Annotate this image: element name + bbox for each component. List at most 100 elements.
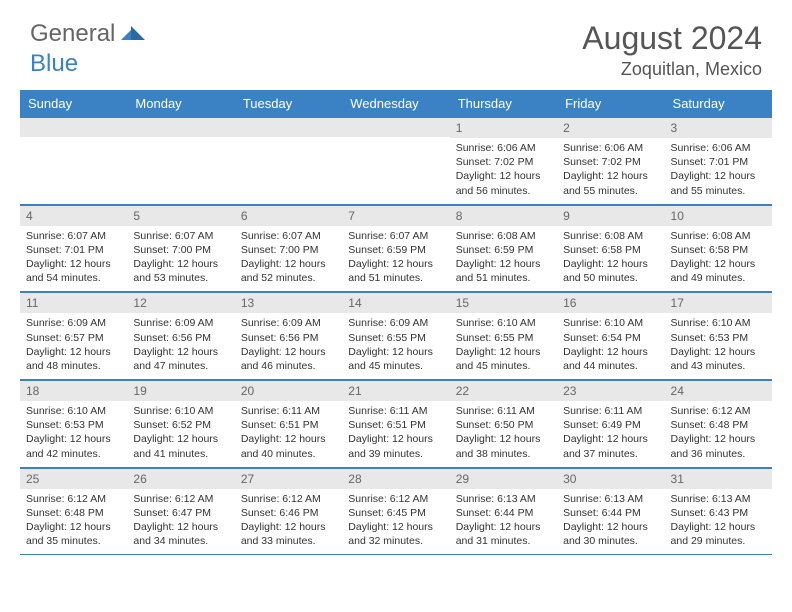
daylight-line: Daylight: 12 hours and 48 minutes.: [26, 345, 121, 373]
calendar-week-row: 18Sunrise: 6:10 AMSunset: 6:53 PMDayligh…: [20, 380, 772, 468]
sunrise-line: Sunrise: 6:10 AM: [133, 404, 228, 418]
calendar-cell: 30Sunrise: 6:13 AMSunset: 6:44 PMDayligh…: [557, 467, 664, 555]
daylight-line: Daylight: 12 hours and 39 minutes.: [348, 432, 443, 460]
daylight-line: Daylight: 12 hours and 42 minutes.: [26, 432, 121, 460]
empty-day: [235, 117, 342, 137]
month-title: August 2024: [582, 20, 762, 57]
daylight-line: Daylight: 12 hours and 45 minutes.: [456, 345, 551, 373]
daylight-line: Daylight: 12 hours and 32 minutes.: [348, 520, 443, 548]
day-number: 11: [20, 292, 127, 313]
sunset-line: Sunset: 6:49 PM: [563, 418, 658, 432]
day-number: 23: [557, 380, 664, 401]
sunset-line: Sunset: 6:58 PM: [671, 243, 766, 257]
sunset-line: Sunset: 6:48 PM: [26, 506, 121, 520]
sunrise-line: Sunrise: 6:09 AM: [26, 316, 121, 330]
sunrise-line: Sunrise: 6:08 AM: [671, 229, 766, 243]
daylight-line: Daylight: 12 hours and 55 minutes.: [563, 169, 658, 197]
calendar-cell: 11Sunrise: 6:09 AMSunset: 6:57 PMDayligh…: [20, 292, 127, 380]
sunset-line: Sunset: 6:52 PM: [133, 418, 228, 432]
day-details: Sunrise: 6:12 AMSunset: 6:45 PMDaylight:…: [342, 489, 449, 555]
day-details: Sunrise: 6:07 AMSunset: 6:59 PMDaylight:…: [342, 226, 449, 292]
day-details: Sunrise: 6:07 AMSunset: 7:01 PMDaylight:…: [20, 226, 127, 292]
day-details: Sunrise: 6:10 AMSunset: 6:53 PMDaylight:…: [665, 313, 772, 379]
day-details: Sunrise: 6:10 AMSunset: 6:55 PMDaylight:…: [450, 313, 557, 379]
sunset-line: Sunset: 6:44 PM: [563, 506, 658, 520]
sunrise-line: Sunrise: 6:06 AM: [456, 141, 551, 155]
calendar-cell: 23Sunrise: 6:11 AMSunset: 6:49 PMDayligh…: [557, 380, 664, 468]
sunrise-line: Sunrise: 6:06 AM: [563, 141, 658, 155]
calendar-week-row: 4Sunrise: 6:07 AMSunset: 7:01 PMDaylight…: [20, 204, 772, 292]
day-number: 2: [557, 117, 664, 138]
sunset-line: Sunset: 6:53 PM: [26, 418, 121, 432]
calendar-table: SundayMondayTuesdayWednesdayThursdayFrid…: [20, 90, 772, 555]
day-number: 28: [342, 468, 449, 489]
sunrise-line: Sunrise: 6:06 AM: [671, 141, 766, 155]
day-details: Sunrise: 6:09 AMSunset: 6:55 PMDaylight:…: [342, 313, 449, 379]
sunset-line: Sunset: 6:53 PM: [671, 331, 766, 345]
day-number: 26: [127, 468, 234, 489]
sunset-line: Sunset: 7:01 PM: [26, 243, 121, 257]
sunrise-line: Sunrise: 6:10 AM: [671, 316, 766, 330]
logo-text-blue: Blue: [30, 50, 78, 77]
day-details: Sunrise: 6:09 AMSunset: 6:56 PMDaylight:…: [127, 313, 234, 379]
daylight-line: Daylight: 12 hours and 44 minutes.: [563, 345, 658, 373]
calendar-cell: 12Sunrise: 6:09 AMSunset: 6:56 PMDayligh…: [127, 292, 234, 380]
sunrise-line: Sunrise: 6:12 AM: [671, 404, 766, 418]
calendar-cell: 10Sunrise: 6:08 AMSunset: 6:58 PMDayligh…: [665, 204, 772, 292]
location-label: Zoquitlan, Mexico: [582, 59, 762, 80]
daylight-line: Daylight: 12 hours and 53 minutes.: [133, 257, 228, 285]
day-number: 18: [20, 380, 127, 401]
day-details: Sunrise: 6:06 AMSunset: 7:01 PMDaylight:…: [665, 138, 772, 204]
daylight-line: Daylight: 12 hours and 52 minutes.: [241, 257, 336, 285]
sunrise-line: Sunrise: 6:09 AM: [348, 316, 443, 330]
day-details: Sunrise: 6:13 AMSunset: 6:43 PMDaylight:…: [665, 489, 772, 555]
sunrise-line: Sunrise: 6:11 AM: [456, 404, 551, 418]
daylight-line: Daylight: 12 hours and 43 minutes.: [671, 345, 766, 373]
day-number: 22: [450, 380, 557, 401]
sunset-line: Sunset: 7:01 PM: [671, 155, 766, 169]
calendar-cell: [127, 117, 234, 204]
flag-icon: [121, 22, 149, 47]
sunset-line: Sunset: 6:43 PM: [671, 506, 766, 520]
empty-day: [20, 117, 127, 137]
sunset-line: Sunset: 7:00 PM: [241, 243, 336, 257]
day-number: 20: [235, 380, 342, 401]
sunrise-line: Sunrise: 6:10 AM: [563, 316, 658, 330]
day-number: 24: [665, 380, 772, 401]
day-details: Sunrise: 6:08 AMSunset: 6:58 PMDaylight:…: [665, 226, 772, 292]
day-number: 5: [127, 205, 234, 226]
sunset-line: Sunset: 6:56 PM: [133, 331, 228, 345]
calendar-cell: 6Sunrise: 6:07 AMSunset: 7:00 PMDaylight…: [235, 204, 342, 292]
day-details: Sunrise: 6:12 AMSunset: 6:47 PMDaylight:…: [127, 489, 234, 555]
day-number: 31: [665, 468, 772, 489]
sunset-line: Sunset: 6:50 PM: [456, 418, 551, 432]
day-details: Sunrise: 6:11 AMSunset: 6:49 PMDaylight:…: [557, 401, 664, 467]
sunrise-line: Sunrise: 6:11 AM: [241, 404, 336, 418]
daylight-line: Daylight: 12 hours and 30 minutes.: [563, 520, 658, 548]
day-details: Sunrise: 6:11 AMSunset: 6:51 PMDaylight:…: [235, 401, 342, 467]
empty-day: [342, 117, 449, 137]
daylight-line: Daylight: 12 hours and 40 minutes.: [241, 432, 336, 460]
day-details: Sunrise: 6:12 AMSunset: 6:48 PMDaylight:…: [20, 489, 127, 555]
sunrise-line: Sunrise: 6:11 AM: [348, 404, 443, 418]
calendar-cell: 14Sunrise: 6:09 AMSunset: 6:55 PMDayligh…: [342, 292, 449, 380]
daylight-line: Daylight: 12 hours and 49 minutes.: [671, 257, 766, 285]
sunset-line: Sunset: 6:46 PM: [241, 506, 336, 520]
calendar-week-row: 25Sunrise: 6:12 AMSunset: 6:48 PMDayligh…: [20, 467, 772, 555]
sunset-line: Sunset: 7:00 PM: [133, 243, 228, 257]
day-details: Sunrise: 6:10 AMSunset: 6:53 PMDaylight:…: [20, 401, 127, 467]
calendar-cell: 8Sunrise: 6:08 AMSunset: 6:59 PMDaylight…: [450, 204, 557, 292]
daylight-line: Daylight: 12 hours and 45 minutes.: [348, 345, 443, 373]
daylight-line: Daylight: 12 hours and 37 minutes.: [563, 432, 658, 460]
sunset-line: Sunset: 6:59 PM: [348, 243, 443, 257]
day-number: 8: [450, 205, 557, 226]
day-details: Sunrise: 6:13 AMSunset: 6:44 PMDaylight:…: [557, 489, 664, 555]
day-header: Sunday: [20, 90, 127, 117]
calendar-cell: 29Sunrise: 6:13 AMSunset: 6:44 PMDayligh…: [450, 467, 557, 555]
sunrise-line: Sunrise: 6:08 AM: [456, 229, 551, 243]
daylight-line: Daylight: 12 hours and 31 minutes.: [456, 520, 551, 548]
daylight-line: Daylight: 12 hours and 36 minutes.: [671, 432, 766, 460]
sunset-line: Sunset: 6:51 PM: [348, 418, 443, 432]
sunrise-line: Sunrise: 6:07 AM: [133, 229, 228, 243]
calendar-cell: [235, 117, 342, 204]
